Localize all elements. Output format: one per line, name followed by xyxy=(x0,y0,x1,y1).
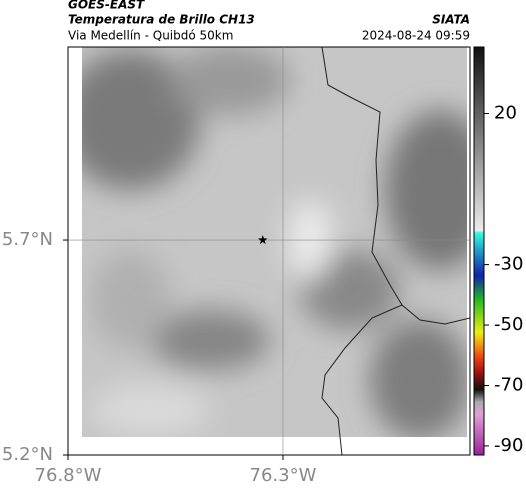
source: SIATA xyxy=(432,13,470,27)
map-frame xyxy=(67,46,471,456)
colorbar-label: -90 xyxy=(494,435,523,456)
border xyxy=(321,304,403,456)
location-marker xyxy=(258,235,268,245)
colorbar-label: -70 xyxy=(494,374,523,395)
product: Temperatura de Brillo CH13 xyxy=(68,13,255,27)
lon-label: 76.3°W xyxy=(250,465,317,486)
colorbar-label: -50 xyxy=(494,314,523,335)
colorbar-label: 20 xyxy=(494,102,517,123)
timestamp: 2024-08-24 09:59 xyxy=(362,29,470,43)
lat-label: 5.2°N xyxy=(2,444,53,465)
border xyxy=(321,46,471,325)
lat-label: 5.7°N xyxy=(2,229,53,250)
region: Via Medellín - Quibdó 50km xyxy=(68,29,233,43)
colorbar-label: -30 xyxy=(494,254,523,275)
colorbar xyxy=(473,46,485,456)
satellite: GOES-EAST xyxy=(68,0,145,12)
lon-label: 76.8°W xyxy=(35,465,102,486)
satellite-image xyxy=(82,47,467,437)
